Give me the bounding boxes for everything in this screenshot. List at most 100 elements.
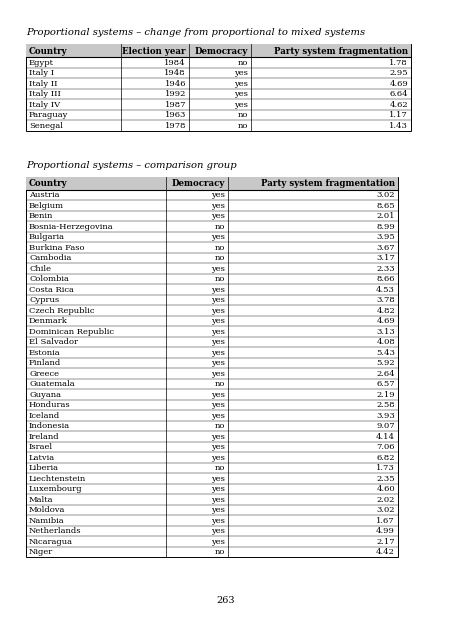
Text: Italy IV: Italy IV xyxy=(29,100,60,109)
Text: yes: yes xyxy=(211,317,225,325)
Text: Finland: Finland xyxy=(29,359,61,367)
Text: Italy III: Italy III xyxy=(29,90,61,99)
Text: 4.69: 4.69 xyxy=(389,80,408,88)
Text: 8.66: 8.66 xyxy=(377,275,395,284)
Text: yes: yes xyxy=(211,328,225,336)
Text: Country: Country xyxy=(29,179,68,188)
Text: yes: yes xyxy=(211,412,225,420)
Text: 2.95: 2.95 xyxy=(389,69,408,77)
Text: Colombia: Colombia xyxy=(29,275,69,284)
Text: yes: yes xyxy=(211,516,225,525)
Text: 3.02: 3.02 xyxy=(377,506,395,515)
Text: yes: yes xyxy=(211,401,225,409)
Text: yes: yes xyxy=(211,538,225,546)
Bar xyxy=(26,177,398,557)
Text: yes: yes xyxy=(211,265,225,273)
Text: 1948: 1948 xyxy=(164,69,186,77)
Text: yes: yes xyxy=(211,454,225,461)
Text: Namibia: Namibia xyxy=(29,516,64,525)
Text: 4.53: 4.53 xyxy=(376,285,395,294)
Text: 7.06: 7.06 xyxy=(377,444,395,451)
Text: Moldova: Moldova xyxy=(29,506,65,515)
Text: 1.43: 1.43 xyxy=(389,122,408,130)
Text: yes: yes xyxy=(211,391,225,399)
Text: 2.19: 2.19 xyxy=(377,391,395,399)
Text: Estonia: Estonia xyxy=(29,349,60,356)
Text: 6.57: 6.57 xyxy=(377,380,395,388)
Bar xyxy=(26,44,411,57)
Text: yes: yes xyxy=(211,527,225,535)
Text: 2.35: 2.35 xyxy=(377,475,395,483)
Text: 3.78: 3.78 xyxy=(376,296,395,304)
Text: 3.95: 3.95 xyxy=(376,233,395,241)
Text: 4.60: 4.60 xyxy=(377,485,395,493)
Text: no: no xyxy=(215,422,225,430)
Text: Paraguay: Paraguay xyxy=(29,111,69,119)
Text: yes: yes xyxy=(211,339,225,346)
Bar xyxy=(26,177,398,189)
Text: Luxembourg: Luxembourg xyxy=(29,485,83,493)
Text: 3.02: 3.02 xyxy=(377,191,395,199)
Text: yes: yes xyxy=(234,90,248,99)
Text: yes: yes xyxy=(211,370,225,378)
Text: Nicaragua: Nicaragua xyxy=(29,538,73,546)
Text: 3.13: 3.13 xyxy=(376,328,395,336)
Text: Honduras: Honduras xyxy=(29,401,71,409)
Text: 8.99: 8.99 xyxy=(376,223,395,231)
Text: Egypt: Egypt xyxy=(29,59,54,67)
Text: 1978: 1978 xyxy=(165,122,186,130)
Text: yes: yes xyxy=(211,433,225,441)
Bar xyxy=(26,44,411,131)
Text: Chile: Chile xyxy=(29,265,51,273)
Text: 4.69: 4.69 xyxy=(376,317,395,325)
Text: 1987: 1987 xyxy=(165,100,186,109)
Text: Greece: Greece xyxy=(29,370,59,378)
Text: Proportional systems – change from proportional to mixed systems: Proportional systems – change from propo… xyxy=(26,28,365,37)
Text: no: no xyxy=(215,275,225,284)
Text: Austria: Austria xyxy=(29,191,60,199)
Text: yes: yes xyxy=(234,100,248,109)
Text: yes: yes xyxy=(211,475,225,483)
Text: 1.78: 1.78 xyxy=(389,59,408,67)
Text: yes: yes xyxy=(211,285,225,294)
Text: Netherlands: Netherlands xyxy=(29,527,82,535)
Text: Guatemala: Guatemala xyxy=(29,380,74,388)
Text: yes: yes xyxy=(211,307,225,315)
Text: 1984: 1984 xyxy=(164,59,186,67)
Text: El Salvador: El Salvador xyxy=(29,339,78,346)
Text: 3.17: 3.17 xyxy=(376,254,395,262)
Text: yes: yes xyxy=(211,359,225,367)
Text: 2.17: 2.17 xyxy=(377,538,395,546)
Text: Italy II: Italy II xyxy=(29,80,57,88)
Text: Italy I: Italy I xyxy=(29,69,54,77)
Text: 1.67: 1.67 xyxy=(377,516,395,525)
Text: Indonesia: Indonesia xyxy=(29,422,70,430)
Text: no: no xyxy=(238,59,248,67)
Text: Senegal: Senegal xyxy=(29,122,63,130)
Text: no: no xyxy=(215,464,225,472)
Text: yes: yes xyxy=(211,485,225,493)
Text: Proportional systems – comparison group: Proportional systems – comparison group xyxy=(26,161,237,170)
Text: 1.17: 1.17 xyxy=(389,111,408,119)
Text: yes: yes xyxy=(211,496,225,504)
Text: Liberia: Liberia xyxy=(29,464,59,472)
Text: 4.82: 4.82 xyxy=(376,307,395,315)
Text: Democracy: Democracy xyxy=(172,179,225,188)
Text: Costa Rica: Costa Rica xyxy=(29,285,74,294)
Text: 2.58: 2.58 xyxy=(377,401,395,409)
Text: 2.02: 2.02 xyxy=(377,496,395,504)
Text: Niger: Niger xyxy=(29,548,53,556)
Text: yes: yes xyxy=(234,80,248,88)
Text: 1963: 1963 xyxy=(165,111,186,119)
Text: Israel: Israel xyxy=(29,444,53,451)
Text: no: no xyxy=(238,111,248,119)
Text: Party system fragmentation: Party system fragmentation xyxy=(274,47,408,56)
Text: yes: yes xyxy=(211,506,225,515)
Text: Democracy: Democracy xyxy=(195,47,248,56)
Text: 1.73: 1.73 xyxy=(376,464,395,472)
Text: Malta: Malta xyxy=(29,496,54,504)
Text: no: no xyxy=(215,223,225,231)
Text: no: no xyxy=(238,122,248,130)
Text: Country: Country xyxy=(29,47,68,56)
Text: Party system fragmentation: Party system fragmentation xyxy=(261,179,395,188)
